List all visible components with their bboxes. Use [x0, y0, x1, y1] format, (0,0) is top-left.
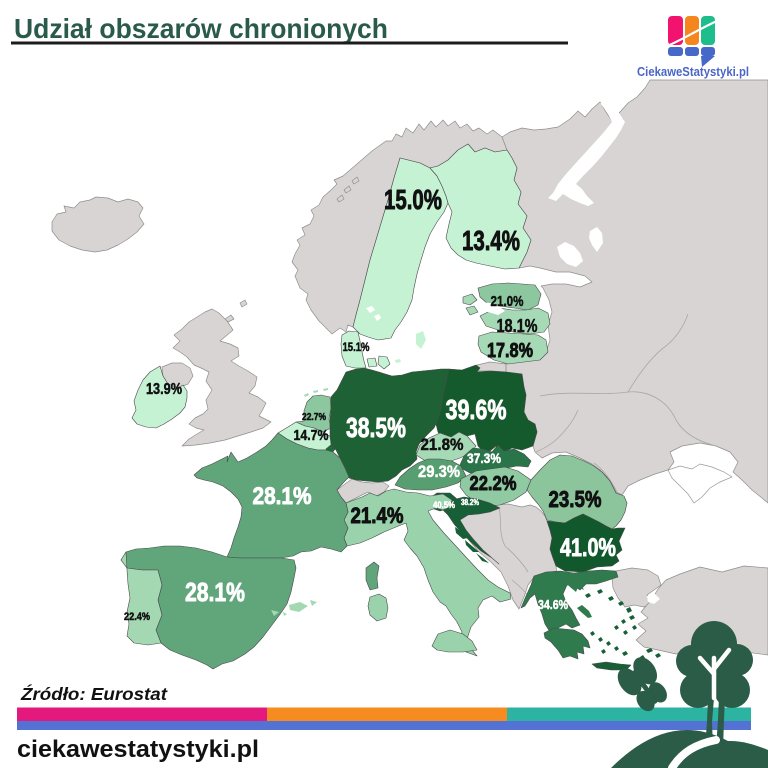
svg-text:38.5%: 38.5% — [346, 412, 406, 443]
svg-text:22.2%: 22.2% — [470, 473, 517, 495]
svg-text:23.5%: 23.5% — [549, 486, 602, 512]
svg-text:14.7%: 14.7% — [294, 427, 329, 444]
svg-text:Źródło: Eurostat: Źródło: Eurostat — [20, 683, 168, 704]
svg-text:29.3%: 29.3% — [418, 462, 460, 481]
svg-text:17.8%: 17.8% — [487, 340, 533, 362]
svg-text:37.3%: 37.3% — [467, 450, 501, 466]
svg-text:34.6%: 34.6% — [538, 597, 568, 612]
svg-text:40.5%: 40.5% — [433, 500, 455, 510]
svg-text:15.1%: 15.1% — [343, 340, 370, 354]
svg-text:28.1%: 28.1% — [185, 577, 245, 607]
svg-text:13.9%: 13.9% — [146, 381, 182, 398]
svg-text:41.0%: 41.0% — [560, 534, 616, 562]
svg-text:15.0%: 15.0% — [384, 184, 442, 215]
svg-text:22.7%: 22.7% — [302, 412, 326, 423]
svg-text:39.6%: 39.6% — [446, 394, 507, 425]
svg-text:13.4%: 13.4% — [462, 225, 520, 256]
svg-text:28.1%: 28.1% — [253, 483, 312, 510]
svg-text:18.1%: 18.1% — [497, 316, 538, 336]
svg-text:38.2%: 38.2% — [461, 498, 479, 507]
svg-text:21.4%: 21.4% — [351, 503, 404, 528]
svg-text:22.4%: 22.4% — [124, 611, 150, 623]
svg-text:21.0%: 21.0% — [491, 293, 524, 310]
svg-text:ciekawestatystyki.pl: ciekawestatystyki.pl — [17, 736, 259, 763]
svg-text:Udział obszarów chronionych: Udział obszarów chronionych — [14, 13, 388, 44]
svg-text:21.8%: 21.8% — [421, 435, 464, 454]
svg-text:CiekaweStatystyki.pl: CiekaweStatystyki.pl — [637, 65, 749, 79]
